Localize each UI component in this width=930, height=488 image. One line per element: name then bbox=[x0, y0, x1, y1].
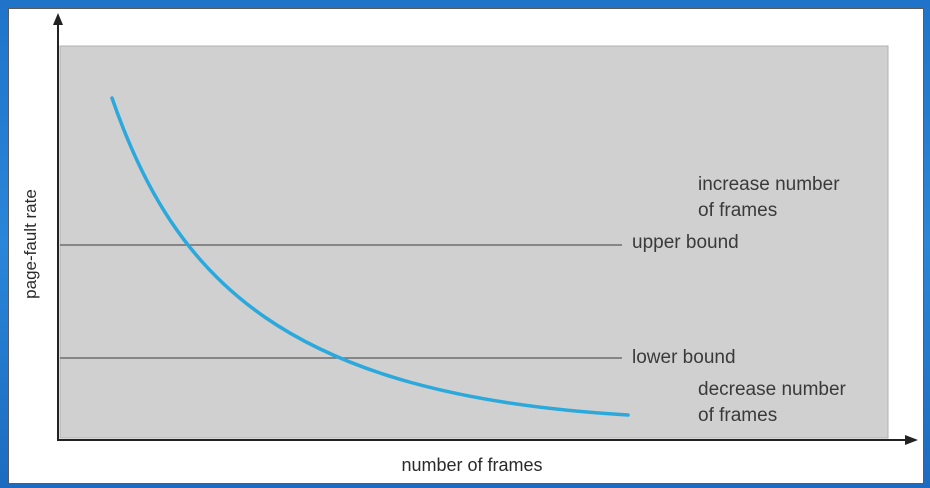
y-axis-arrowhead bbox=[53, 13, 63, 25]
x-axis-label: number of frames bbox=[401, 455, 543, 475]
upper-bound-label: upper bound bbox=[632, 232, 739, 253]
x-axis-arrowhead bbox=[905, 435, 918, 445]
lower-bound-label: lower bound bbox=[632, 347, 736, 368]
plot-area bbox=[59, 45, 889, 439]
decrease-frames-note: decrease number of frames bbox=[698, 379, 846, 426]
page-fault-curve bbox=[110, 96, 630, 417]
increase-frames-note: increase number of frames bbox=[698, 174, 840, 221]
y-axis-label: page-fault rate bbox=[21, 189, 40, 299]
